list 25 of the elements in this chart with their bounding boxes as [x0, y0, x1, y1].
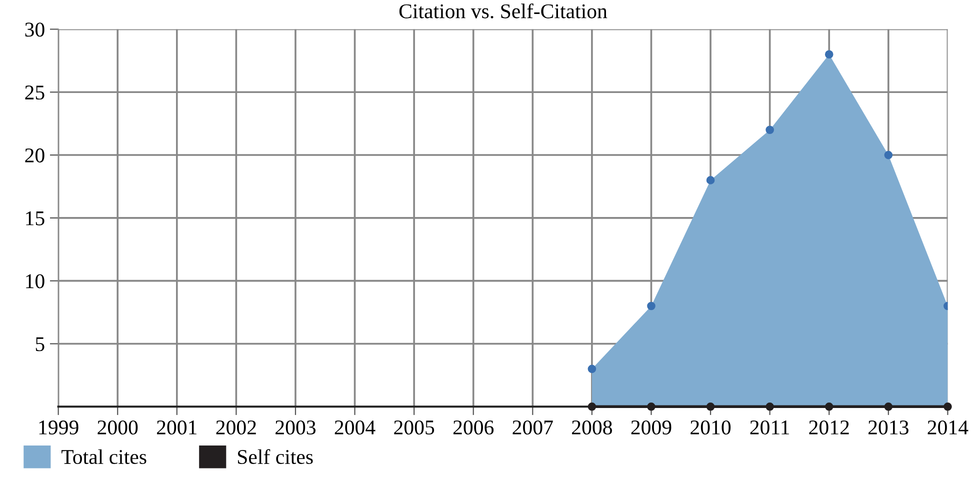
x-tick-label: 2004	[334, 420, 376, 434]
x-tick-label: 1999	[39, 420, 78, 434]
x-tick-label: 2002	[216, 420, 256, 434]
x-tick-label: 2003	[276, 420, 316, 434]
x-tick-label: 2007	[512, 420, 553, 434]
x-tick-label: 2005	[394, 420, 434, 434]
y-tick-label: 15	[26, 211, 44, 226]
x-tick-label: 2010	[690, 420, 731, 434]
y-tick-label: 30	[25, 22, 44, 37]
x-tick-label: 2006	[453, 420, 494, 434]
y-tick-label: 25	[25, 86, 44, 100]
y-tick-label: 10	[26, 274, 44, 288]
y-tick-label: 20	[25, 148, 44, 162]
x-tick-label: 2012	[809, 420, 849, 434]
x-tick-label: 2001	[156, 420, 196, 434]
x-tick-label: 2009	[631, 420, 672, 434]
legend-label: Self cites	[238, 449, 313, 464]
x-tick-label: 2000	[98, 420, 138, 434]
x-tick-label: 2011	[750, 420, 790, 434]
x-tick-label: 2013	[868, 420, 908, 434]
legend-label: Total cites	[61, 449, 146, 464]
x-tick-label: 2014	[928, 420, 968, 434]
x-tick-label: 2008	[572, 420, 612, 434]
y-tick-label: 5	[36, 337, 44, 352]
chart-title: Citation vs. Self-Citation	[399, 3, 608, 18]
